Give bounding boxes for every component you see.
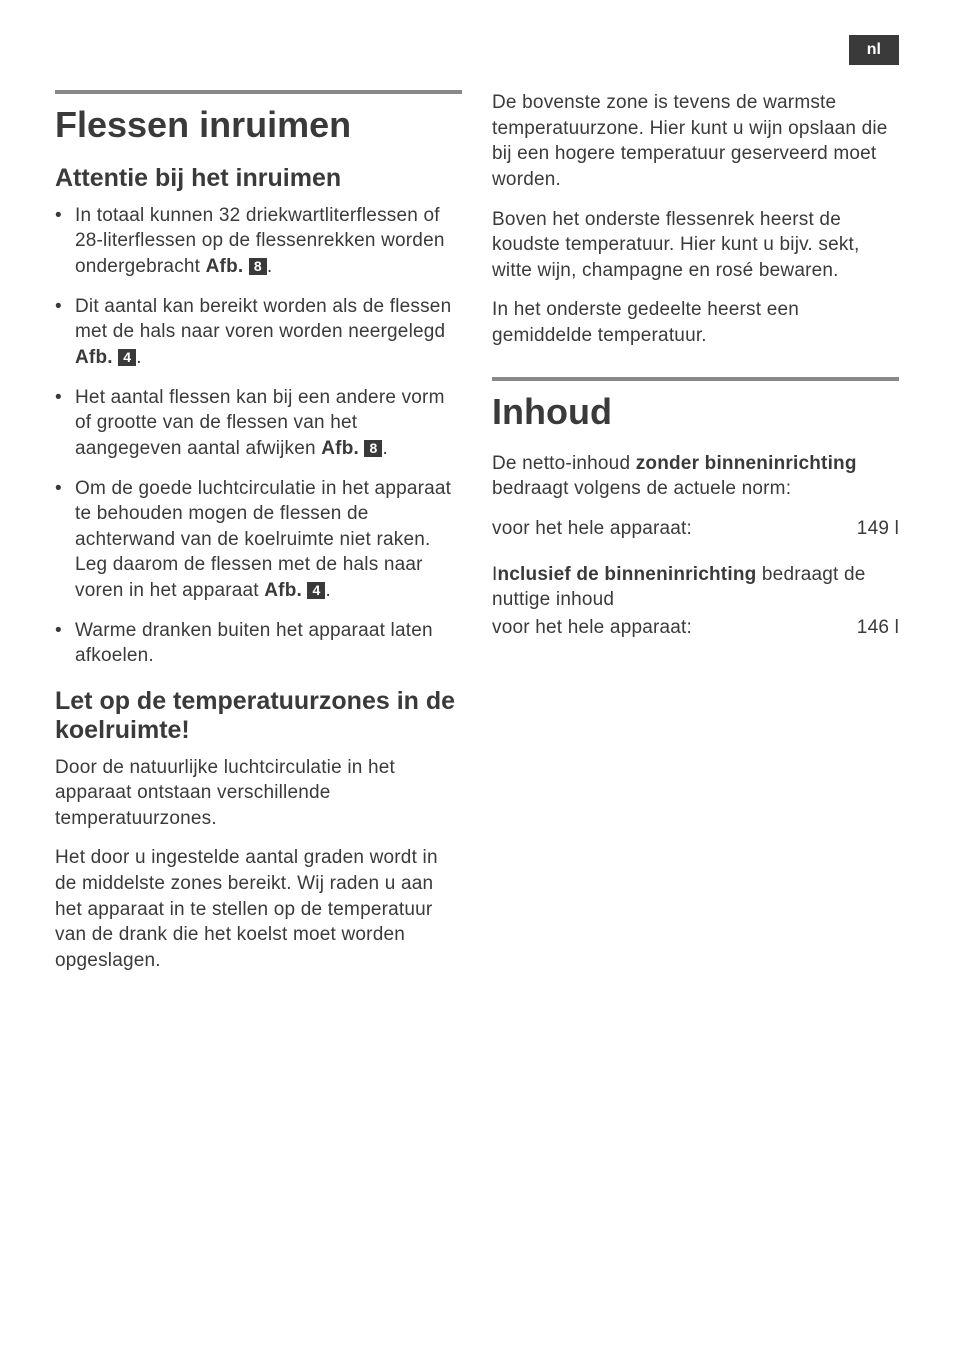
capacity-row: voor het hele apparaat: 149 l xyxy=(492,516,899,542)
section-title-inhoud: Inhoud xyxy=(492,391,899,433)
list-item: In totaal kunnen 32 driekwartliterflesse… xyxy=(55,203,462,280)
afb-label: Afb. xyxy=(264,580,302,601)
paragraph: Het door u ingestelde aantal graden word… xyxy=(55,845,462,973)
bold-text: zonder binneninrichting xyxy=(636,453,857,474)
capacity-value: 149 l xyxy=(857,516,899,542)
capacity-label: voor het hele apparaat: xyxy=(492,516,692,542)
paragraph: Inclusief de binneninrichting bedraagt d… xyxy=(492,562,899,613)
paragraph: Boven het onderste flessenrek heerst de … xyxy=(492,207,899,284)
bold-text: nclusief de binneninrichting xyxy=(497,564,756,585)
content-columns: Flessen inruimen Attentie bij het inruim… xyxy=(55,90,899,988)
bullet-text: Het aantal flessen kan bij een andere vo… xyxy=(75,387,445,459)
bullet-text: Warme dranken buiten het apparaat laten … xyxy=(75,620,433,667)
bullet-post: . xyxy=(382,438,387,459)
language-tag: nl xyxy=(849,35,899,65)
list-item: Dit aantal kan bereikt worden als de fle… xyxy=(55,294,462,371)
section-divider xyxy=(55,90,462,94)
bullet-list: In totaal kunnen 32 driekwartliterflesse… xyxy=(55,203,462,669)
paragraph: De netto-inhoud zonder binneninrichting … xyxy=(492,451,899,502)
bullet-text: Dit aantal kan bereikt worden als de fle… xyxy=(75,296,451,343)
text: bedraagt volgens de actuele norm: xyxy=(492,478,791,499)
afb-label: Afb. xyxy=(75,347,113,368)
bullet-post: . xyxy=(267,256,272,277)
section-title-flessen: Flessen inruimen xyxy=(55,104,462,146)
paragraph: De bovenste zone is tevens de warmste te… xyxy=(492,90,899,193)
bullet-post: . xyxy=(325,580,330,601)
list-item: Het aantal flessen kan bij een andere vo… xyxy=(55,385,462,462)
afb-label: Afb. xyxy=(206,256,244,277)
paragraph: In het onderste gedeelte heerst een gemi… xyxy=(492,297,899,348)
capacity-label: voor het hele apparaat: xyxy=(492,615,692,641)
list-item: Om de goede luchtcirculatie in het appar… xyxy=(55,476,462,604)
afb-label: Afb. xyxy=(321,438,359,459)
subtitle-temperatuurzones: Let op de temperatuurzones in de koelrui… xyxy=(55,687,462,745)
afb-number: 4 xyxy=(307,582,325,599)
bullet-post: . xyxy=(136,347,141,368)
list-item: Warme dranken buiten het apparaat laten … xyxy=(55,618,462,669)
capacity-value: 146 l xyxy=(857,615,899,641)
subtitle-attentie: Attentie bij het inruimen xyxy=(55,164,462,193)
afb-number: 8 xyxy=(249,258,267,275)
capacity-row: voor het hele apparaat: 146 l xyxy=(492,615,899,641)
afb-number: 4 xyxy=(118,349,136,366)
afb-number: 8 xyxy=(364,440,382,457)
section-divider xyxy=(492,377,899,381)
text: De netto-inhoud xyxy=(492,453,636,474)
right-column: De bovenste zone is tevens de warmste te… xyxy=(492,90,899,988)
paragraph: Door de natuurlijke luchtcirculatie in h… xyxy=(55,755,462,832)
left-column: Flessen inruimen Attentie bij het inruim… xyxy=(55,90,462,988)
